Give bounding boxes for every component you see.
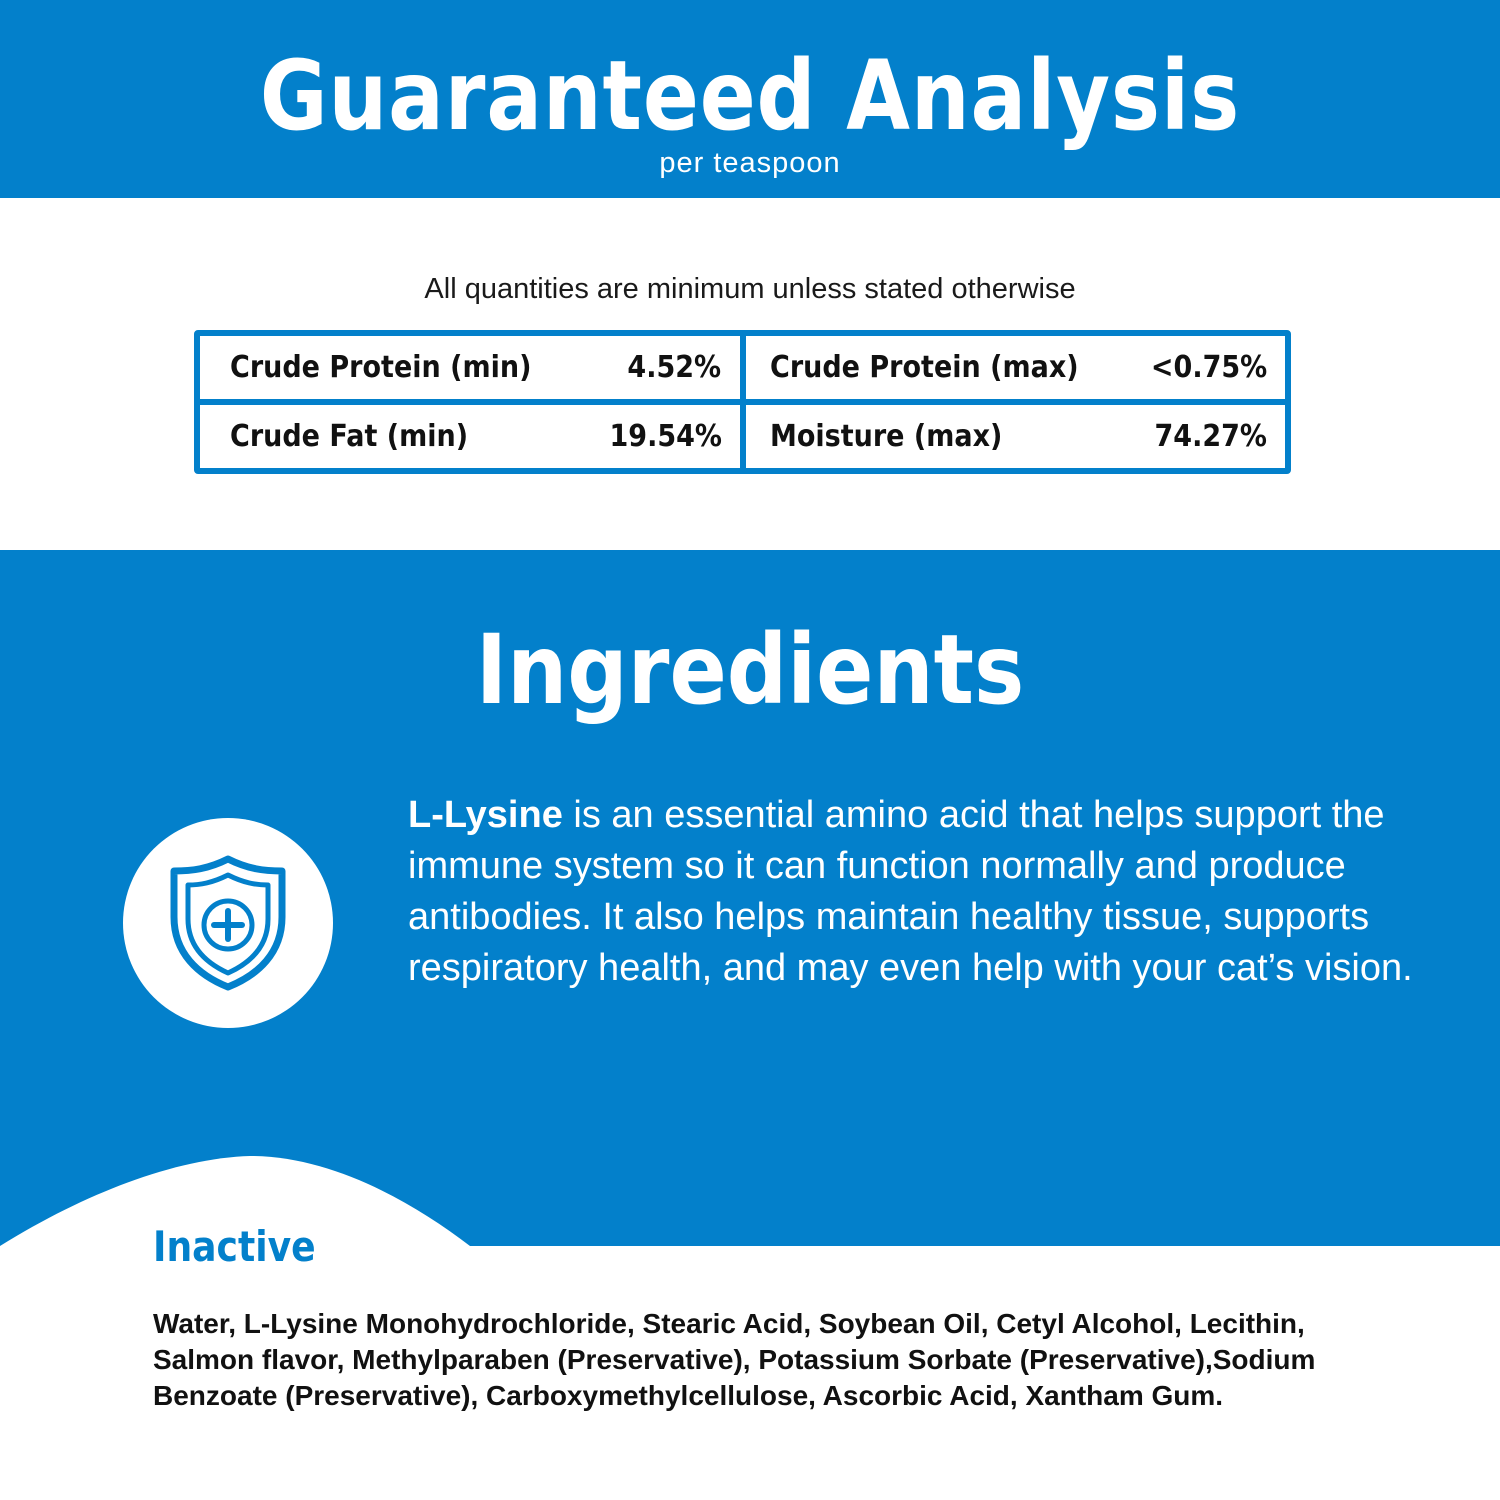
- shield-plus-icon: [170, 855, 286, 991]
- analysis-value: 19.54%: [609, 419, 722, 454]
- lysine-description-text: is an essential amino acid that helps su…: [408, 794, 1413, 989]
- lysine-description: L-Lysine is an essential amino acid that…: [408, 790, 1468, 994]
- analysis-value: 74.27%: [1154, 419, 1267, 454]
- analysis-cell: Crude Protein (min) 4.52%: [200, 336, 743, 402]
- inactive-section: [0, 1246, 1500, 1500]
- page-subtitle: per teaspoon: [659, 147, 841, 179]
- lysine-lead: L-Lysine: [408, 794, 563, 836]
- quantities-note: All quantities are minimum unless stated…: [424, 273, 1076, 305]
- page-title: Guaranteed Analysis: [259, 40, 1241, 152]
- section-arc: [0, 1156, 470, 1270]
- header-band: [0, 0, 1500, 198]
- analysis-label: Crude Fat (min): [230, 419, 469, 454]
- analysis-cell: Crude Fat (min) 19.54%: [200, 402, 743, 468]
- shield-icon-circle: [123, 818, 333, 1028]
- analysis-table: Crude Protein (min) 4.52% Crude Protein …: [194, 330, 1291, 474]
- ingredients-title: Ingredients: [475, 614, 1025, 726]
- analysis-label: Crude Protein (max): [769, 350, 1079, 385]
- analysis-cell: Moisture (max) 74.27%: [742, 402, 1285, 468]
- inactive-title: Inactive: [153, 1222, 316, 1271]
- analysis-value: 4.52%: [627, 350, 722, 385]
- analysis-cell: Crude Protein (max) <0.75%: [742, 336, 1285, 402]
- analysis-label: Crude Protein (min): [230, 350, 532, 385]
- analysis-label: Moisture (max): [769, 419, 1002, 454]
- analysis-value: <0.75%: [1150, 350, 1267, 385]
- inactive-ingredients: Water, L-Lysine Monohydrochloride, Stear…: [153, 1308, 1316, 1411]
